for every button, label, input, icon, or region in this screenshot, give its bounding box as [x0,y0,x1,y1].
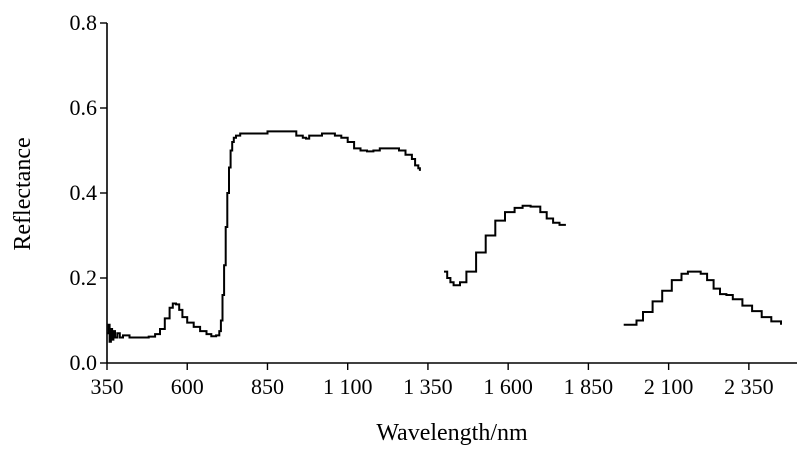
x-tick-label: 1 350 [403,374,453,399]
y-axis-title: Reflectance [10,137,36,250]
x-tick-label: 350 [91,374,124,399]
reflectance-curve-segment-1 [107,130,421,343]
x-tick-label: 1 600 [483,374,533,399]
y-tick-label: 0.0 [70,350,98,375]
series-group [107,130,782,343]
x-tick-label: 850 [251,374,284,399]
x-tick-label: 2 350 [724,374,774,399]
x-axis: 350 600 850 1 100 1 350 1 600 1 850 2 100 2 350 [91,362,797,399]
x-tick-label: 2 100 [644,374,694,399]
y-tick-label: 0.8 [70,10,98,35]
x-tick-label: 1 850 [564,374,614,399]
reflectance-curve-segment-3 [623,270,782,326]
reflectance-curve-segment-2 [444,204,566,287]
x-axis-title: Wavelength/nm [376,420,528,446]
y-tick-label: 0.4 [70,180,98,205]
x-tick-label: 600 [171,374,204,399]
y-axis: 0.0 0.2 0.4 0.6 0.8 [70,10,108,375]
y-tick-label: 0.6 [70,95,98,120]
y-tick-label: 0.2 [70,265,98,290]
x-tick-label: 1 100 [323,374,373,399]
